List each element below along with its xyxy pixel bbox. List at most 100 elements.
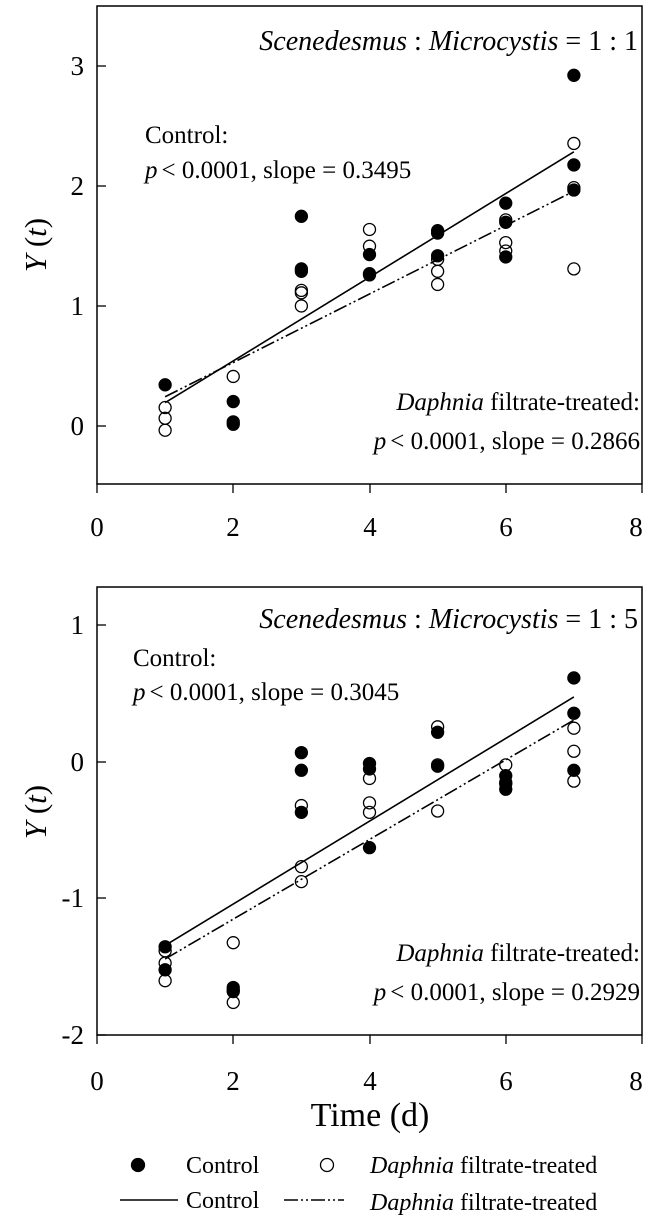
bottom-treated-point — [567, 744, 581, 758]
bottom-xtick-label: 4 — [363, 1066, 377, 1096]
bottom-control-point — [158, 963, 172, 977]
bottom-treated-point — [294, 798, 309, 813]
bottom-ytick-label: -2 — [62, 1020, 85, 1050]
legend-control-line-label: Control — [186, 1188, 260, 1214]
bottom-treated-point — [158, 944, 172, 958]
bottom-y-axis: -2 -1 0 1 — [62, 610, 106, 1050]
top-treated-point — [294, 286, 309, 300]
legend-treated-marker — [319, 1157, 335, 1173]
top-treated-point — [362, 239, 377, 253]
top-treated-point — [499, 213, 513, 227]
top-y-axis: 0 1 2 3 — [71, 51, 106, 441]
top-y-axis-label: Y (t) — [18, 218, 53, 272]
top-control-point — [294, 264, 309, 278]
legend-treated-points-label: Daphnia filtrate-treated — [369, 1153, 597, 1179]
top-xtick-label: 8 — [629, 512, 643, 542]
bottom-control-point — [362, 762, 377, 776]
top-control-point — [158, 378, 172, 392]
bottom-treated-point — [362, 796, 377, 810]
top-ytick-label: 3 — [71, 51, 85, 81]
top-treated-point — [362, 222, 377, 237]
top-control-point — [430, 226, 445, 240]
top-xtick-label: 0 — [90, 512, 104, 542]
bottom-treated-point — [294, 860, 309, 874]
legend-control-marker — [130, 1157, 146, 1173]
bottom-fit-line-treated — [164, 719, 575, 960]
top-treated-annotation-stats: p < 0.0001, slope = 0.2866 — [372, 428, 640, 455]
bottom-xtick-label: 2 — [226, 1066, 240, 1096]
bottom-treated-point — [362, 771, 377, 786]
x-axis-label: Time (d) — [311, 1097, 430, 1134]
top-panel: 0 1 2 3 0 2 4 6 8 Y (t) Scenedesmus : Mi… — [18, 5, 643, 542]
top-treated-point — [362, 267, 377, 281]
top-control-point — [226, 394, 240, 409]
bottom-control-annotation-label: Control: — [133, 645, 216, 672]
top-treated-point — [158, 423, 172, 437]
bottom-control-point — [294, 763, 309, 777]
bottom-ytick-label: -1 — [62, 883, 85, 913]
bottom-control-point — [567, 706, 581, 720]
bottom-ytick-label: 1 — [71, 610, 85, 640]
bottom-plot-data — [158, 671, 581, 1010]
bottom-treated-annotation-stats: p < 0.0001, slope = 0.2929 — [372, 979, 640, 1006]
bottom-treated-point — [226, 995, 240, 1010]
top-treated-point — [158, 400, 172, 415]
top-x-axis: 0 2 4 6 8 — [90, 484, 643, 542]
bottom-control-point — [158, 940, 172, 954]
bottom-treated-point — [362, 805, 377, 820]
bottom-treated-point — [567, 721, 581, 735]
bottom-treated-point — [430, 758, 445, 772]
legend-control-points-label: Control — [186, 1153, 260, 1179]
top-plot-data — [158, 68, 581, 437]
legend: Control Daphnia filtrate-treated Control… — [120, 1153, 597, 1216]
top-treated-annotation-label: Daphnia filtrate-treated: — [395, 389, 640, 416]
top-treated-point — [567, 262, 581, 276]
top-xtick-label: 4 — [363, 512, 377, 542]
top-treated-point — [567, 180, 581, 195]
top-control-annotation-stats: p < 0.0001, slope = 0.3495 — [143, 157, 411, 184]
top-xtick-label: 6 — [499, 512, 513, 542]
bottom-treated-point — [226, 984, 240, 999]
bottom-treated-point — [158, 974, 172, 988]
bottom-control-point — [294, 805, 309, 820]
bottom-treated-point — [499, 777, 513, 791]
top-ytick-label: 2 — [71, 171, 85, 201]
bottom-treated-annotation-label: Daphnia filtrate-treated: — [395, 940, 640, 967]
top-control-point — [567, 68, 581, 82]
bottom-control-point — [567, 671, 581, 685]
top-control-point — [430, 249, 445, 263]
top-treated-point — [430, 277, 445, 292]
bottom-treated-point — [430, 804, 445, 818]
top-panel-title: Scenedesmus : Microcystis = 1 : 1 — [259, 26, 638, 57]
bottom-y-axis-label: Y (t) — [18, 785, 53, 839]
bottom-control-point — [567, 763, 581, 777]
top-control-point — [294, 209, 309, 223]
top-treated-point — [430, 264, 445, 278]
bottom-control-point — [294, 745, 309, 760]
bottom-panel-title: Scenedesmus : Microcystis = 1 : 5 — [259, 604, 638, 635]
bottom-treated-point — [430, 720, 445, 734]
bottom-treated-point — [158, 956, 172, 970]
top-control-point — [226, 417, 240, 431]
top-treated-point — [499, 244, 513, 258]
bottom-treated-point — [567, 774, 581, 788]
bottom-x-axis: 0 2 4 6 8 — [90, 1035, 643, 1096]
top-treated-point — [499, 235, 513, 250]
top-ytick-label: 1 — [71, 291, 85, 321]
top-xtick-label: 2 — [226, 512, 240, 542]
legend-treated-line-label: Daphnia filtrate-treated — [369, 1190, 597, 1216]
bottom-treated-point — [499, 758, 513, 772]
top-treated-point — [294, 299, 309, 313]
bottom-panel: -2 -1 0 1 0 2 4 6 8 Y (t) Time (d) Scene… — [18, 586, 643, 1134]
top-control-point — [499, 196, 513, 210]
bottom-ytick-label: 0 — [71, 747, 85, 777]
top-treated-point — [158, 411, 172, 425]
top-ytick-label: 0 — [71, 411, 85, 441]
top-treated-point — [567, 136, 581, 151]
bottom-control-annotation-stats: p < 0.0001, slope = 0.3045 — [131, 679, 399, 706]
bottom-fit-line-control — [164, 696, 575, 947]
top-control-annotation-label: Control: — [145, 122, 228, 149]
bottom-treated-point — [226, 936, 240, 950]
bottom-treated-point — [294, 874, 309, 889]
